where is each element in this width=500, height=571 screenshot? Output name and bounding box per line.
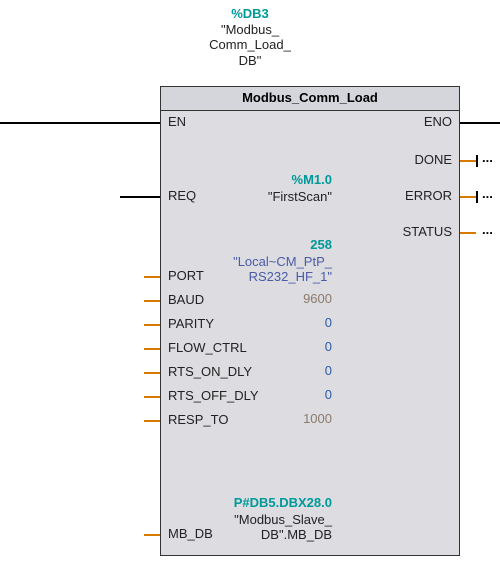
input-pin-parity: PARITY	[168, 316, 214, 331]
output-pin-status: STATUS	[350, 224, 452, 239]
input-literal-resp_to: 1000	[303, 412, 332, 426]
input-literal-parity: 0	[325, 316, 332, 330]
input-pin-baud: BAUD	[168, 292, 204, 307]
output-wire-eno	[460, 122, 476, 124]
instance-db-name: "Modbus_ Comm_Load_ DB"	[0, 22, 500, 69]
instance-db-header: %DB3 "Modbus_ Comm_Load_ DB"	[0, 6, 500, 68]
input-wire-port	[144, 276, 160, 278]
input-address-mb_db: P#DB5.DBX28.0	[234, 496, 332, 510]
input-symbol-req: "FirstScan"	[268, 189, 332, 204]
output-neg-done	[476, 155, 478, 167]
input-address-port: 258	[310, 238, 332, 252]
instance-db-address: %DB3	[0, 6, 500, 22]
output-pin-done: DONE	[350, 152, 452, 167]
input-pin-mb_db: MB_DB	[168, 526, 213, 541]
input-wire-baud	[144, 300, 160, 302]
fb-title: Modbus_Comm_Load	[161, 87, 459, 111]
output-wire-status	[460, 232, 476, 234]
output-target-done: ...	[482, 150, 493, 165]
input-wire-rts_off_dly	[144, 396, 160, 398]
input-wire-ext-req	[120, 196, 144, 198]
input-pin-rts_off_dly: RTS_OFF_DLY	[168, 388, 259, 403]
input-pin-en: EN	[168, 114, 186, 129]
input-wire-parity	[144, 324, 160, 326]
input-wire-resp_to	[144, 420, 160, 422]
power-rail-left	[0, 122, 160, 124]
output-pin-eno: ENO	[350, 114, 452, 129]
input-wire-flow_ctrl	[144, 348, 160, 350]
input-symbol-port: "Local~CM_PtP_ RS232_HF_1"	[233, 254, 332, 284]
input-pin-req: REQ	[168, 188, 196, 203]
input-address-req: %M1.0	[292, 173, 332, 187]
input-literal-flow_ctrl: 0	[325, 340, 332, 354]
input-wire-req	[144, 196, 160, 198]
input-literal-baud: 9600	[303, 292, 332, 306]
input-pin-rts_on_dly: RTS_ON_DLY	[168, 364, 252, 379]
input-wire-en	[144, 122, 160, 124]
input-pin-resp_to: RESP_TO	[168, 412, 228, 427]
output-neg-error	[476, 191, 478, 203]
output-wire-error	[460, 196, 476, 198]
input-pin-flow_ctrl: FLOW_CTRL	[168, 340, 247, 355]
input-wire-mb_db	[144, 534, 160, 536]
input-symbol-mb_db: "Modbus_Slave_ DB".MB_DB	[234, 512, 332, 542]
input-wire-rts_on_dly	[144, 372, 160, 374]
output-pin-error: ERROR	[350, 188, 452, 203]
input-pin-port: PORT	[168, 268, 204, 283]
output-target-status: ...	[482, 222, 493, 237]
output-target-error: ...	[482, 186, 493, 201]
input-literal-rts_off_dly: 0	[325, 388, 332, 402]
input-literal-rts_on_dly: 0	[325, 364, 332, 378]
output-wire-done	[460, 160, 476, 162]
